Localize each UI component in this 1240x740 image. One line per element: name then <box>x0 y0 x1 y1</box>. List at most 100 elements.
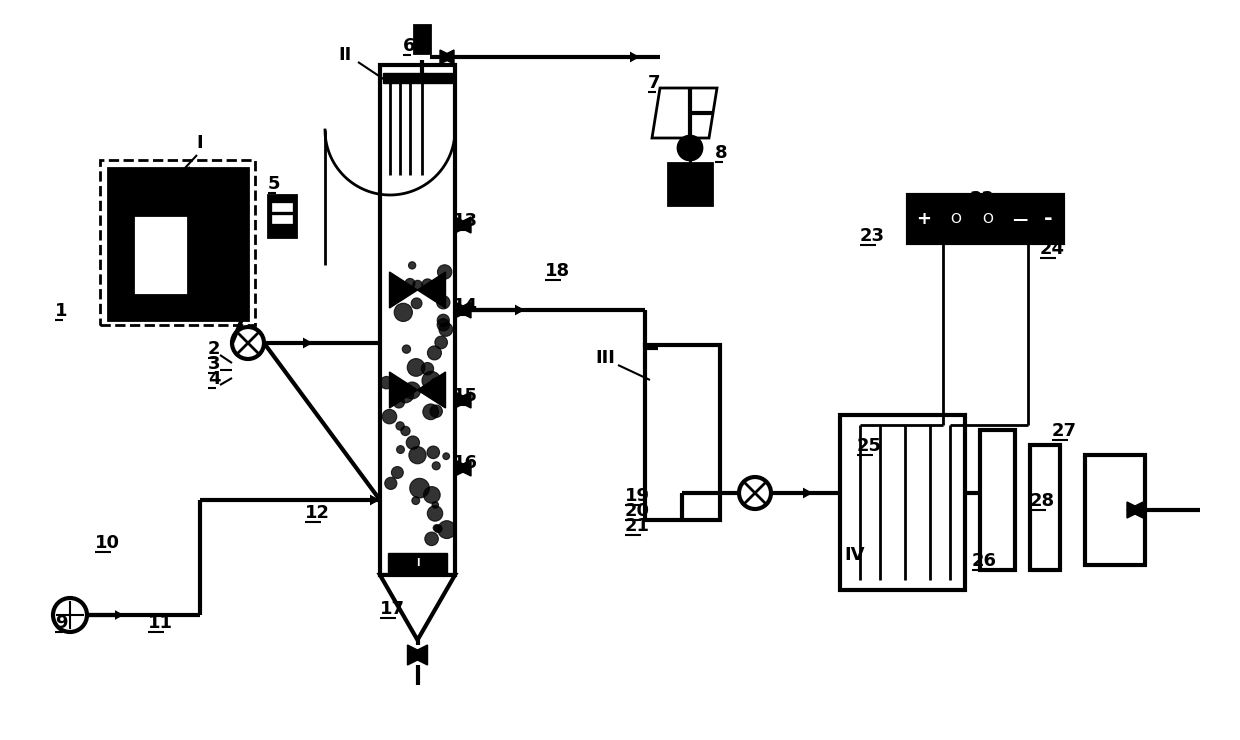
Circle shape <box>433 462 440 470</box>
Text: 15: 15 <box>453 387 477 405</box>
Text: -: - <box>1044 209 1053 229</box>
Text: 19: 19 <box>625 487 650 505</box>
Text: 7: 7 <box>649 74 661 92</box>
Text: I: I <box>197 134 203 152</box>
Text: 10: 10 <box>95 534 120 552</box>
Circle shape <box>425 532 439 545</box>
Polygon shape <box>455 460 471 476</box>
Text: 14: 14 <box>453 297 477 315</box>
Circle shape <box>412 497 419 505</box>
Text: +: + <box>916 210 931 228</box>
Polygon shape <box>630 52 640 62</box>
Circle shape <box>434 525 443 533</box>
Circle shape <box>422 279 433 290</box>
Polygon shape <box>379 575 455 640</box>
Circle shape <box>739 477 771 509</box>
Polygon shape <box>455 217 471 233</box>
Circle shape <box>422 363 434 375</box>
Circle shape <box>232 327 264 359</box>
Circle shape <box>432 502 439 508</box>
Text: —: — <box>1012 212 1028 226</box>
Bar <box>908 195 1063 243</box>
Polygon shape <box>455 302 471 318</box>
Text: 1: 1 <box>55 302 67 320</box>
Circle shape <box>53 598 87 632</box>
Circle shape <box>413 280 423 290</box>
Bar <box>414 25 430 53</box>
Text: 24: 24 <box>1040 240 1065 258</box>
Circle shape <box>397 386 414 403</box>
Circle shape <box>407 359 425 377</box>
Circle shape <box>381 377 393 389</box>
Polygon shape <box>418 372 445 408</box>
Circle shape <box>438 314 449 326</box>
Circle shape <box>439 323 453 336</box>
Text: 18: 18 <box>546 262 570 280</box>
Bar <box>1085 455 1145 565</box>
Circle shape <box>397 445 404 454</box>
Polygon shape <box>455 392 471 408</box>
Circle shape <box>438 265 451 279</box>
Polygon shape <box>1127 502 1143 518</box>
Polygon shape <box>515 305 525 315</box>
Text: II: II <box>339 46 352 64</box>
Text: IV: IV <box>844 546 866 564</box>
Bar <box>980 430 1016 570</box>
Circle shape <box>423 404 439 420</box>
Circle shape <box>394 303 413 321</box>
Circle shape <box>382 409 397 424</box>
Polygon shape <box>455 217 471 233</box>
Text: 16: 16 <box>453 454 477 472</box>
Text: I: I <box>415 558 419 568</box>
Bar <box>645 345 720 520</box>
Text: O: O <box>982 212 993 226</box>
Polygon shape <box>408 645 428 665</box>
Circle shape <box>408 262 415 269</box>
Text: 2: 2 <box>208 340 221 358</box>
Polygon shape <box>115 610 124 620</box>
Circle shape <box>407 436 419 449</box>
Polygon shape <box>303 337 312 349</box>
Polygon shape <box>418 272 445 308</box>
Circle shape <box>393 397 404 408</box>
Polygon shape <box>455 460 471 476</box>
Polygon shape <box>370 494 379 505</box>
Circle shape <box>409 446 427 464</box>
Bar <box>383 73 453 83</box>
Circle shape <box>428 505 443 521</box>
Bar <box>1030 445 1060 570</box>
Polygon shape <box>804 488 813 499</box>
Circle shape <box>412 298 422 309</box>
Text: 3: 3 <box>208 355 221 373</box>
Text: 22: 22 <box>970 190 994 208</box>
Bar <box>668 163 712 205</box>
Polygon shape <box>389 372 418 408</box>
Circle shape <box>436 295 450 309</box>
Text: 28: 28 <box>1030 492 1055 510</box>
Circle shape <box>404 382 420 399</box>
Polygon shape <box>455 302 471 318</box>
Circle shape <box>678 136 702 160</box>
Circle shape <box>405 278 415 289</box>
Bar <box>272 203 291 211</box>
Text: 12: 12 <box>305 504 330 522</box>
Circle shape <box>430 377 444 392</box>
Bar <box>839 415 965 590</box>
Text: 21: 21 <box>625 517 650 535</box>
Text: 11: 11 <box>148 614 174 632</box>
Text: 9: 9 <box>55 614 67 632</box>
Bar <box>108 168 248 320</box>
Circle shape <box>433 525 440 531</box>
Text: 6: 6 <box>403 37 415 55</box>
Polygon shape <box>440 50 454 64</box>
Text: 27: 27 <box>1052 422 1078 440</box>
Text: 4: 4 <box>208 370 221 388</box>
Circle shape <box>438 319 449 331</box>
Circle shape <box>401 426 410 436</box>
Text: 5: 5 <box>268 175 280 193</box>
Polygon shape <box>652 88 717 138</box>
Circle shape <box>435 336 448 349</box>
Text: 26: 26 <box>972 552 997 570</box>
Polygon shape <box>389 272 418 308</box>
Text: 25: 25 <box>857 437 882 455</box>
